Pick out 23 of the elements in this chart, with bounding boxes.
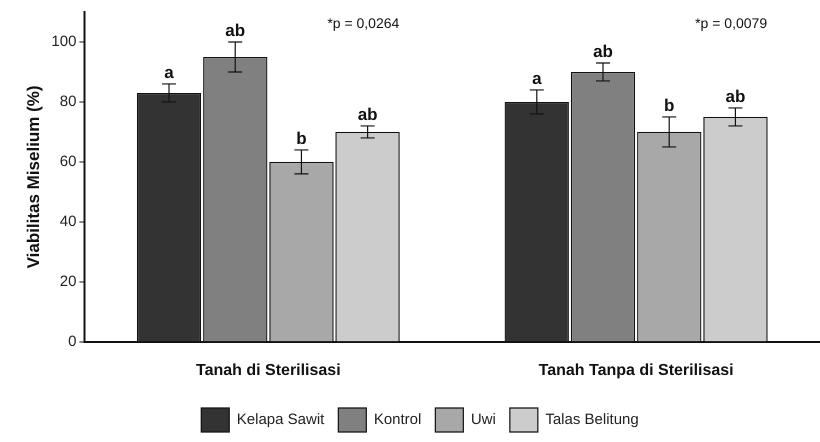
y-axis-title: Viabilitas Miselium (%) xyxy=(24,85,43,268)
data-label: a xyxy=(532,69,542,88)
y-tick-label: 40 xyxy=(60,213,76,230)
annotation: *p = 0,0079 xyxy=(695,14,768,31)
legend-label: Talas Belitung xyxy=(545,411,639,428)
x-tick-label: Tanah Tanpa di Sterilisasi xyxy=(538,362,734,379)
data-label: a xyxy=(164,63,174,82)
x-tick-label: Tanah di Sterilisasi xyxy=(196,362,341,379)
data-label: b xyxy=(664,96,674,116)
legend-label: Kontrol xyxy=(374,411,422,428)
legend-label: Kelapa Sawit xyxy=(236,411,326,428)
data-label: ab xyxy=(358,105,378,124)
y-tick-label: 20 xyxy=(60,272,76,290)
y-tick-label: 80 xyxy=(60,93,76,110)
legend-label: Uwi xyxy=(470,411,496,428)
y-tick-label: 0 xyxy=(68,332,76,350)
y-tick-label: 100 xyxy=(51,33,76,50)
data-label: ab xyxy=(225,21,246,40)
data-label: ab xyxy=(725,87,746,106)
y-tick-label: 60 xyxy=(60,153,76,170)
data-label: ab xyxy=(593,42,613,62)
data-label: b xyxy=(296,129,307,148)
annotation: *p = 0,0264 xyxy=(327,14,400,31)
